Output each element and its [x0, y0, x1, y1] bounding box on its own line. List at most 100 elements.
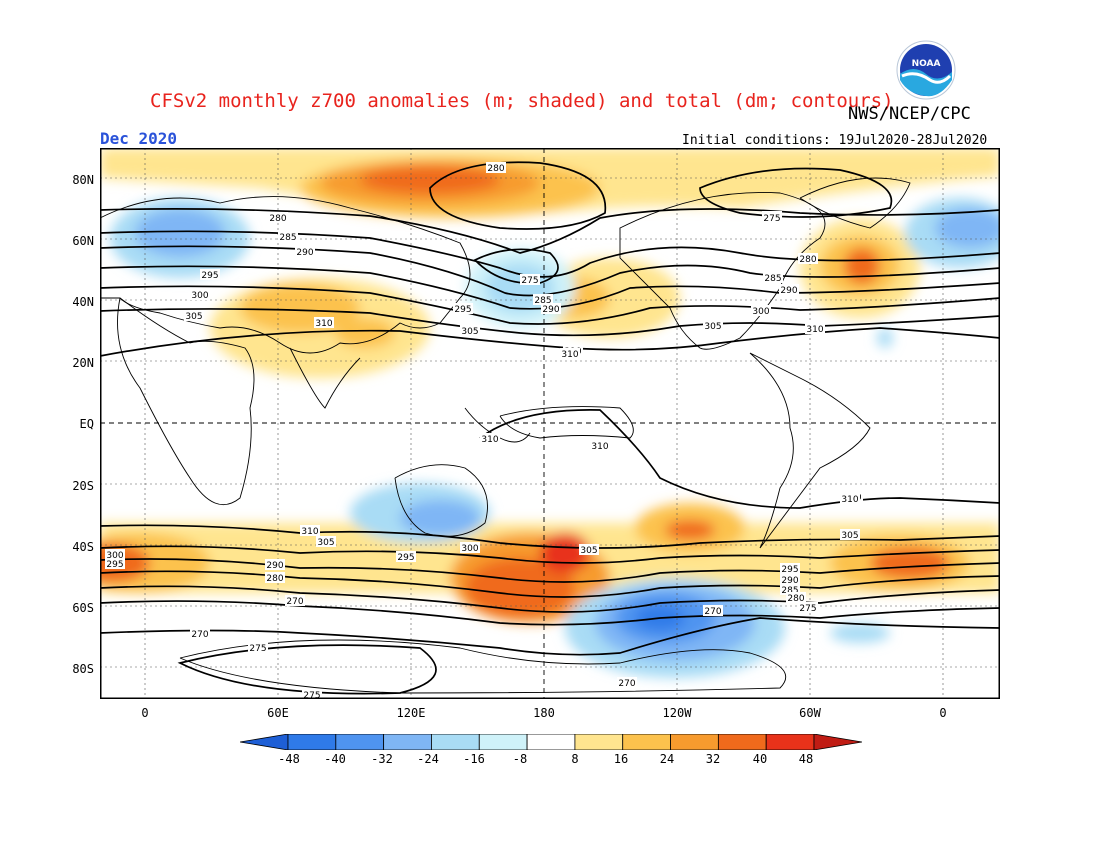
svg-text:280: 280	[266, 574, 283, 584]
svg-text:310: 310	[481, 435, 498, 445]
shade-spac-40	[665, 520, 715, 540]
svg-text:290: 290	[780, 286, 797, 296]
contour-label: 310	[590, 440, 610, 452]
svg-text:290: 290	[781, 576, 798, 586]
lat-label-80s: 80S	[72, 662, 94, 676]
lat-label-eq: EQ	[79, 417, 94, 431]
contour-280	[100, 208, 1000, 254]
svg-text:280: 280	[487, 164, 504, 174]
lat-label-60n: 60N	[72, 234, 94, 248]
contour-300-south	[100, 545, 1000, 564]
svg-text:300: 300	[461, 544, 478, 554]
contour-label: 300	[751, 305, 771, 317]
contour-290	[100, 245, 1000, 297]
contour-label: 275	[762, 212, 782, 224]
contour-label: 270	[703, 605, 723, 617]
contour-label: 275	[798, 602, 818, 614]
shade-nz-40	[465, 558, 575, 618]
contour-label: 285	[780, 584, 800, 596]
colorbar-cell	[240, 734, 289, 750]
colorbar-cell	[574, 734, 624, 750]
svg-text:280: 280	[787, 594, 804, 604]
contour-280-south	[100, 585, 1000, 613]
colorbar-cell	[478, 734, 528, 750]
contour-label: 280	[486, 162, 506, 174]
colorbar-label: -16	[463, 752, 485, 766]
svg-text:270: 270	[191, 630, 208, 640]
map-frame	[100, 148, 1000, 699]
svg-text:295: 295	[201, 271, 218, 281]
lat-label-40n: 40N	[72, 295, 94, 309]
contour-305-south	[100, 524, 1000, 549]
contour-310-north	[100, 327, 1000, 357]
lat-label-20n: 20N	[72, 356, 94, 370]
svg-text:295: 295	[454, 305, 471, 315]
lat-label-60s: 60S	[72, 601, 94, 615]
svg-text:290: 290	[266, 561, 283, 571]
svg-text:305: 305	[580, 546, 597, 556]
lon-label-60e: 60E	[267, 706, 289, 720]
lon-label-60w: 60W	[799, 706, 821, 720]
contour-label: 310	[314, 317, 334, 329]
contour-label: 305	[840, 529, 860, 541]
colorbar-cell	[622, 734, 671, 750]
lon-label-0: 0	[141, 706, 149, 720]
colorbar	[240, 734, 862, 750]
contour-label: 285	[533, 294, 553, 306]
contour-275-antarctic	[177, 644, 437, 695]
svg-text:290: 290	[296, 248, 313, 258]
svg-text:305: 305	[841, 531, 858, 541]
contour-label: 290	[265, 559, 285, 571]
contour-label: 290	[780, 574, 800, 586]
svg-text:280: 280	[799, 255, 816, 265]
lat-label-20s: 20S	[72, 479, 94, 493]
contour-label: 300	[105, 549, 125, 561]
contour-label: 280	[268, 212, 288, 224]
svg-text:270: 270	[704, 607, 721, 617]
colorbar-cell	[287, 734, 337, 750]
colorbar-label: 16	[613, 752, 629, 766]
shade-europe-24	[135, 209, 225, 257]
contour-label: 285	[278, 231, 298, 243]
contour-275-south	[100, 600, 1000, 626]
svg-text:295: 295	[106, 560, 123, 570]
shade-tibet-24	[335, 318, 395, 348]
contour-label: 270	[285, 595, 305, 607]
svg-text:305: 305	[317, 538, 334, 548]
svg-text:275: 275	[521, 276, 538, 286]
lon-label-180: 180	[533, 706, 555, 720]
svg-text:310: 310	[301, 527, 318, 537]
coast-australia	[394, 464, 488, 537]
colorbar-cell	[431, 734, 480, 750]
contour-label: 300	[460, 542, 480, 554]
contour-label: 285	[763, 272, 783, 284]
contour-label: 275	[520, 274, 540, 286]
coast-eurasia	[100, 196, 471, 354]
contour-label: 295	[453, 303, 473, 315]
lon-label-120e: 120E	[396, 706, 426, 720]
colorbar-label: -24	[417, 752, 439, 766]
contour-labels: 280 275 280 285 290 295 300 305 310 275 …	[105, 162, 863, 699]
svg-text:275: 275	[763, 214, 780, 224]
svg-text:285: 285	[781, 586, 798, 596]
contour-label: 275	[302, 689, 322, 699]
shade-weddell-negative	[830, 623, 890, 643]
colorbar-label: -48	[278, 752, 300, 766]
height-contours	[100, 161, 1000, 695]
colorbar-cell	[717, 734, 767, 750]
coast-south-america	[749, 352, 871, 549]
contour-label: 305	[579, 544, 599, 556]
svg-text:285: 285	[764, 274, 781, 284]
colorbar-label: 32	[705, 752, 721, 766]
contour-label: 305	[184, 310, 204, 322]
contour-label: 295	[200, 269, 220, 281]
contour-305	[100, 308, 1000, 337]
contour-label: 290	[779, 284, 799, 296]
svg-text:300: 300	[752, 307, 769, 317]
contour-290-south	[100, 570, 1000, 598]
contour-label: 305	[703, 320, 723, 332]
contour-295-south	[100, 558, 1000, 583]
shade-greenland-24	[935, 208, 1000, 248]
shade-atlantic-40	[844, 248, 880, 284]
agency-label: NWS/NCEP/CPC	[848, 104, 971, 124]
